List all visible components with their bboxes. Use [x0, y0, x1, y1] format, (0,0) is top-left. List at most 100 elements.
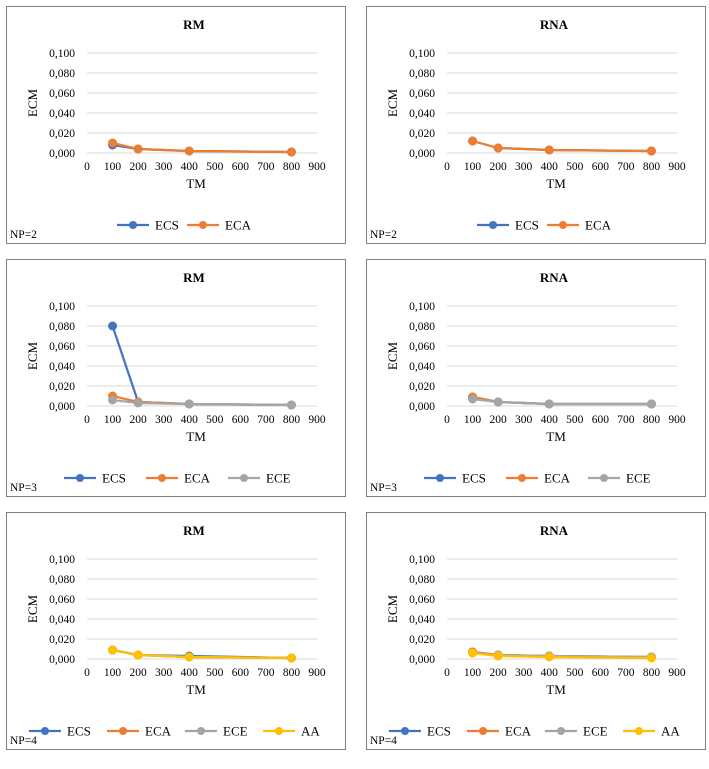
chart-svg: RNA 0,000 0,020 0,040 0,060 0,080 0,100 0 100 200…: [370, 523, 686, 747]
x-tick-label: 500: [206, 414, 224, 426]
data-point-ece: [184, 399, 194, 409]
y-tick-label: 0,060: [409, 594, 435, 606]
chart-svg: RNA 0,000 0,020 0,040 0,060 0,080 0,100 0 100 200…: [370, 17, 686, 241]
data-point-aa: [133, 650, 143, 660]
x-tick-label: 500: [566, 161, 584, 173]
legend-label-ecs: ECS: [155, 218, 179, 233]
y-tick-label: 0,080: [409, 574, 435, 586]
data-point-eca: [286, 147, 296, 157]
x-tick-label: 100: [104, 161, 122, 173]
y-tick-label: 0,060: [49, 594, 75, 606]
chart-panel-rm-np4: RM 0,000 0,020 0,040 0,060 0,080 0,100 0 100 200 3…: [6, 512, 346, 750]
series-line-aa: [472, 651, 652, 660]
x-tick-label: 100: [104, 667, 122, 679]
x-tick-label: 100: [464, 161, 482, 173]
x-tick-label: 400: [181, 414, 199, 426]
data-point-eca: [133, 144, 143, 154]
x-tick-label: 900: [308, 161, 326, 173]
x-tick-label: 500: [566, 414, 584, 426]
y-tick-label: 0,020: [409, 128, 435, 140]
x-tick-label: 100: [464, 667, 482, 679]
x-tick-label: 800: [643, 161, 661, 173]
y-tick-label: 0,060: [409, 88, 435, 100]
data-point-aa: [184, 652, 194, 662]
y-tick-label: 0,080: [49, 574, 75, 586]
legend-marker-ecs: [129, 221, 137, 229]
y-axis-label: ECM: [25, 341, 40, 370]
x-tick-label: 0: [84, 161, 90, 173]
chart-svg: RM 0,000 0,020 0,040 0,060 0,080 0,100 0 100 200 3…: [10, 270, 326, 494]
x-tick-label: 800: [643, 667, 661, 679]
x-tick-label: 700: [617, 161, 635, 173]
x-tick-label: 0: [84, 414, 90, 426]
legend-marker-ecs: [401, 727, 409, 735]
chart-svg: RM 0,000 0,020 0,040 0,060 0,080 0,100 0 100 200 3…: [10, 17, 326, 241]
x-tick-label: 200: [129, 667, 147, 679]
x-tick-label: 500: [206, 667, 224, 679]
x-tick-label: 200: [489, 667, 507, 679]
y-axis-label: ECM: [385, 594, 400, 623]
x-tick-label: 300: [155, 161, 173, 173]
x-axis-label: TM: [546, 682, 566, 697]
y-tick-label: 0,000: [409, 654, 435, 666]
data-point-eca: [468, 136, 478, 146]
data-point-ece: [493, 397, 503, 407]
x-tick-label: 400: [541, 161, 559, 173]
y-tick-label: 0,020: [409, 634, 435, 646]
data-point-ece: [544, 399, 554, 409]
np-label: NP=2: [370, 229, 397, 241]
y-tick-label: 0,100: [409, 48, 435, 60]
legend-label-ece: ECE: [583, 724, 608, 739]
x-tick-label: 700: [257, 414, 275, 426]
x-axis-label: TM: [546, 176, 566, 191]
chart-title: RM: [183, 523, 205, 538]
legend-marker-eca: [199, 221, 207, 229]
legend-marker-eca: [518, 474, 526, 482]
y-tick-label: 0,080: [409, 321, 435, 333]
legend-marker-ecs: [41, 727, 49, 735]
x-tick-label: 300: [515, 161, 533, 173]
y-tick-label: 0,020: [49, 634, 75, 646]
data-point-aa: [544, 652, 554, 662]
np-label: NP=4: [10, 735, 37, 747]
series-line-eca: [472, 139, 652, 153]
x-tick-label: 600: [592, 161, 610, 173]
x-tick-label: 200: [129, 414, 147, 426]
np-label: NP=3: [370, 482, 397, 494]
legend-marker-eca: [158, 474, 166, 482]
x-tick-label: 600: [232, 161, 250, 173]
legend-label-eca: ECA: [184, 471, 211, 486]
x-axis-label: TM: [546, 429, 566, 444]
legend-marker-ece: [197, 727, 205, 735]
y-tick-label: 0,000: [49, 148, 75, 160]
chart-title: RNA: [540, 17, 569, 32]
data-point-ece: [108, 395, 118, 405]
x-axis-label: TM: [186, 176, 206, 191]
legend-label-ece: ECE: [266, 471, 291, 486]
np-label: NP=4: [370, 735, 397, 747]
legend-marker-ecs: [76, 474, 84, 482]
chart-title: RM: [183, 17, 205, 32]
legend-marker-ece: [557, 727, 565, 735]
y-tick-label: 0,020: [49, 128, 75, 140]
data-point-ece: [646, 399, 656, 409]
y-tick-label: 0,100: [409, 301, 435, 313]
chart-panel-rna-np3: RNA 0,000 0,020 0,040 0,060 0,080 0,100 0 100 200…: [366, 259, 706, 497]
legend-label-eca: ECA: [225, 218, 252, 233]
legend-marker-ecs: [489, 221, 497, 229]
data-point-aa: [493, 651, 503, 661]
data-point-ece: [286, 400, 296, 410]
legend-label-ecs: ECS: [462, 471, 486, 486]
legend-label-eca: ECA: [585, 218, 612, 233]
x-axis-label: TM: [186, 682, 206, 697]
x-tick-label: 800: [283, 161, 301, 173]
x-tick-label: 200: [129, 161, 147, 173]
chart-panel-rm-np3: RM 0,000 0,020 0,040 0,060 0,080 0,100 0 100 200 3…: [6, 259, 346, 497]
chart-title: RM: [183, 270, 205, 285]
legend-label-eca: ECA: [544, 471, 571, 486]
x-tick-label: 900: [668, 667, 686, 679]
legend-marker-aa: [275, 727, 283, 735]
x-tick-label: 600: [592, 667, 610, 679]
legend-marker-eca: [479, 727, 487, 735]
y-tick-label: 0,100: [49, 554, 75, 566]
